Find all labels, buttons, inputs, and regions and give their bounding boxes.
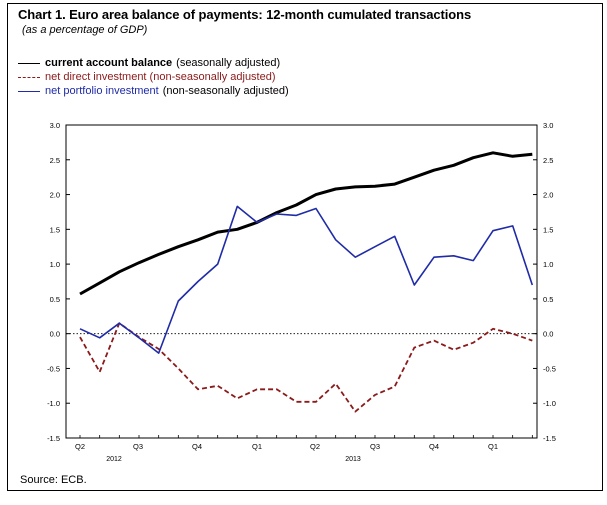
legend-direct-investment: net direct investment (non-seasonally ad… [18, 71, 276, 83]
legend-label-direct-investment: net direct investment (non-seasonally ad… [45, 71, 276, 83]
y-tick-label-left: 0.5 [50, 295, 60, 304]
legend-portfolio-investment: net portfolio investment (non-seasonally… [18, 85, 289, 97]
y-tick-label-right: -0.5 [543, 364, 556, 373]
source-note: Source: ECB. [20, 474, 87, 486]
y-tick-label-left: -1.0 [47, 399, 60, 408]
x-quarter-label: Q4 [192, 442, 202, 451]
series-line-net-portfolio-investment [79, 205, 534, 354]
plot-area [65, 124, 538, 439]
y-tick-label-right: 3.0 [543, 121, 553, 130]
x-quarter-label: Q2 [75, 442, 85, 451]
legend-swatch-solid-blue [18, 90, 40, 92]
x-quarter-label: Q1 [488, 442, 498, 451]
legend-label-current-account: current account balance [45, 57, 173, 69]
x-quarter-label: Q4 [429, 442, 439, 451]
y-tick-label-right: -1.5 [543, 434, 556, 443]
x-quarter-label: Q3 [133, 442, 143, 451]
legend-current-account: current account balance (seasonally adju… [18, 57, 280, 69]
y-tick-label-left: 2.5 [50, 156, 60, 165]
x-quarter-label: Q2 [310, 442, 320, 451]
y-tick-label-left: 0.0 [50, 330, 60, 339]
y-tick-label-right: 0.5 [543, 295, 553, 304]
y-tick-label-left: 2.0 [50, 191, 60, 200]
y-tick-label-right: -1.0 [543, 399, 556, 408]
x-year-label: 2013 [345, 456, 361, 463]
legend-note-current-account: (seasonally adjusted) [176, 57, 281, 69]
series-line-net-direct-investment [79, 322, 533, 413]
y-tick-label-right: 2.0 [543, 191, 553, 200]
y-tick-label-left: -1.5 [47, 434, 60, 443]
legend-swatch-solid-black [18, 62, 40, 64]
x-quarter-label: Q1 [252, 442, 262, 451]
legend-note-portfolio-investment: (non-seasonally adjusted) [162, 85, 289, 97]
y-tick-label-left: 1.0 [50, 260, 60, 269]
y-tick-label-left: -0.5 [47, 364, 60, 373]
chart-title: Chart 1. Euro area balance of payments: … [18, 7, 472, 22]
legend-label-portfolio-investment: net portfolio investment [45, 85, 159, 97]
line-chart: 3.0 3.0 2.5 2.5 2.0 2.0 1.5 1.5 1.0 1.0 0.5 0.5 0.0 0… [47, 121, 556, 463]
chart-frame: Chart 1. Euro area balance of payments: … [7, 3, 603, 491]
x-year-label: 2012 [106, 456, 122, 463]
y-tick-label-right: 2.5 [543, 156, 553, 165]
chart-subtitle: (as a percentage of GDP) [22, 24, 148, 36]
y-tick-label-left: 3.0 [50, 121, 60, 130]
y-tick-label-left: 1.5 [50, 225, 60, 234]
y-tick-label-right: 1.0 [543, 260, 553, 269]
y-tick-label-right: 1.5 [543, 225, 553, 234]
x-quarter-label: Q3 [370, 442, 380, 451]
legend-swatch-dashed-red [18, 76, 40, 78]
series-line-current-account-balance [79, 151, 533, 296]
y-tick-label-right: 0.0 [543, 330, 553, 339]
